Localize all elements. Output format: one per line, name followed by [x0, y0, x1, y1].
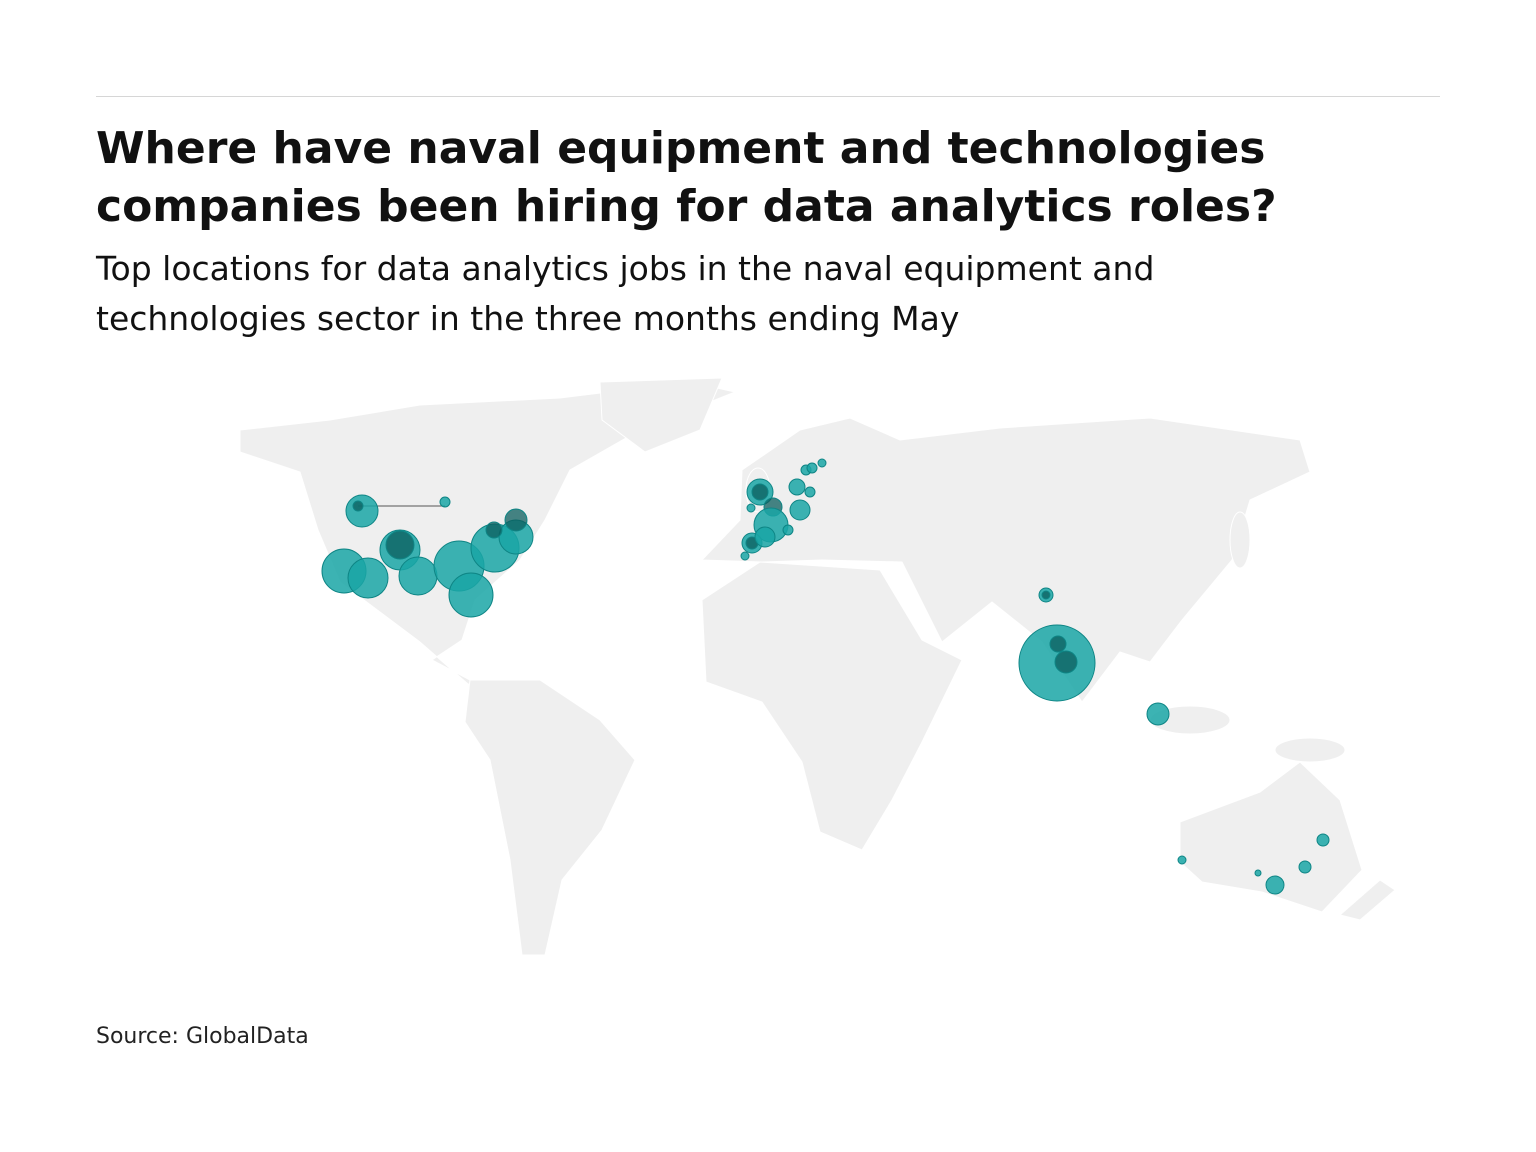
location-bubble [347, 557, 389, 599]
bubbles [321, 458, 1330, 895]
location-bubble [1254, 869, 1262, 877]
location-bubble [1146, 702, 1170, 726]
location-bubble [1054, 650, 1078, 674]
location-bubble [1041, 590, 1051, 600]
location-bubble [504, 508, 528, 532]
location-bubble [1316, 833, 1330, 847]
location-bubble [804, 486, 816, 498]
greenland [599, 377, 723, 453]
location-bubble [345, 494, 379, 528]
location-bubble [1298, 860, 1312, 874]
location-bubble [740, 551, 750, 561]
location-bubble [398, 556, 438, 596]
location-bubble [754, 526, 776, 548]
title: Where have naval equipment and technolog… [96, 123, 1277, 232]
location-bubble [788, 478, 806, 496]
location-bubble [746, 503, 756, 513]
world-map [239, 377, 1396, 956]
africa [701, 561, 963, 851]
location-bubble [806, 462, 818, 474]
south-america [464, 679, 636, 956]
location-bubble [352, 500, 364, 512]
eurasia [700, 417, 1311, 703]
location-bubble [439, 496, 451, 508]
location-bubble [751, 483, 769, 501]
source: Source: GlobalData [96, 1024, 309, 1049]
location-bubble [782, 524, 794, 536]
location-bubble [485, 521, 503, 539]
location-bubble [448, 572, 494, 618]
top-rule [96, 96, 1440, 97]
australia [1179, 761, 1363, 913]
location-bubble [1049, 635, 1067, 653]
subtitle: Top locations for data analytics jobs in… [96, 249, 1155, 338]
japan [1229, 511, 1251, 569]
location-bubble [1265, 875, 1285, 895]
land [239, 377, 1396, 956]
location-bubble [385, 530, 415, 560]
new-guinea [1274, 737, 1346, 763]
location-bubble [817, 458, 827, 468]
new-zealand [1338, 879, 1396, 921]
location-bubble [1177, 855, 1187, 865]
location-bubble [789, 499, 811, 521]
